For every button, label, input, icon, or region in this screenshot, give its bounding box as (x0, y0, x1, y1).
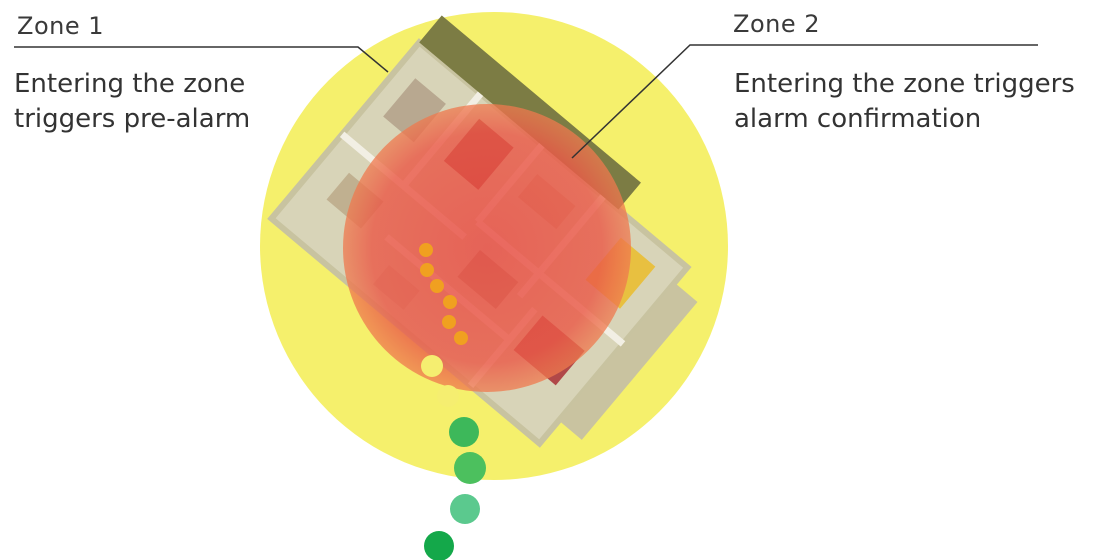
path-dot (437, 385, 459, 407)
path-dot (449, 417, 479, 447)
zone2-description-line1: Entering the zone triggers (734, 69, 1075, 99)
path-dot (419, 243, 433, 257)
zone1-description: Entering the zone triggers pre-alarm (14, 67, 250, 137)
path-dot (424, 531, 454, 560)
approach-path (419, 243, 486, 560)
path-dot (442, 315, 456, 329)
zone2-title: Zone 2 (733, 10, 820, 38)
zone1-description-line2: triggers pre-alarm (14, 104, 251, 134)
path-dot (443, 295, 457, 309)
path-dot (420, 263, 434, 277)
zone2-circle (343, 104, 631, 392)
zone2-description-line2: alarm confirmation (734, 104, 982, 134)
zone2-leader-line (571, 44, 1038, 159)
zone1-title: Zone 1 (17, 12, 104, 40)
path-dot (430, 279, 444, 293)
path-dot (450, 494, 480, 524)
zone1-description-line1: Entering the zone (14, 69, 246, 99)
path-dot (454, 452, 486, 484)
zone2-description: Entering the zone triggers alarm confirm… (734, 67, 1075, 137)
path-dot (454, 331, 468, 345)
path-dot (421, 355, 443, 377)
zone1-leader-line (14, 46, 389, 73)
